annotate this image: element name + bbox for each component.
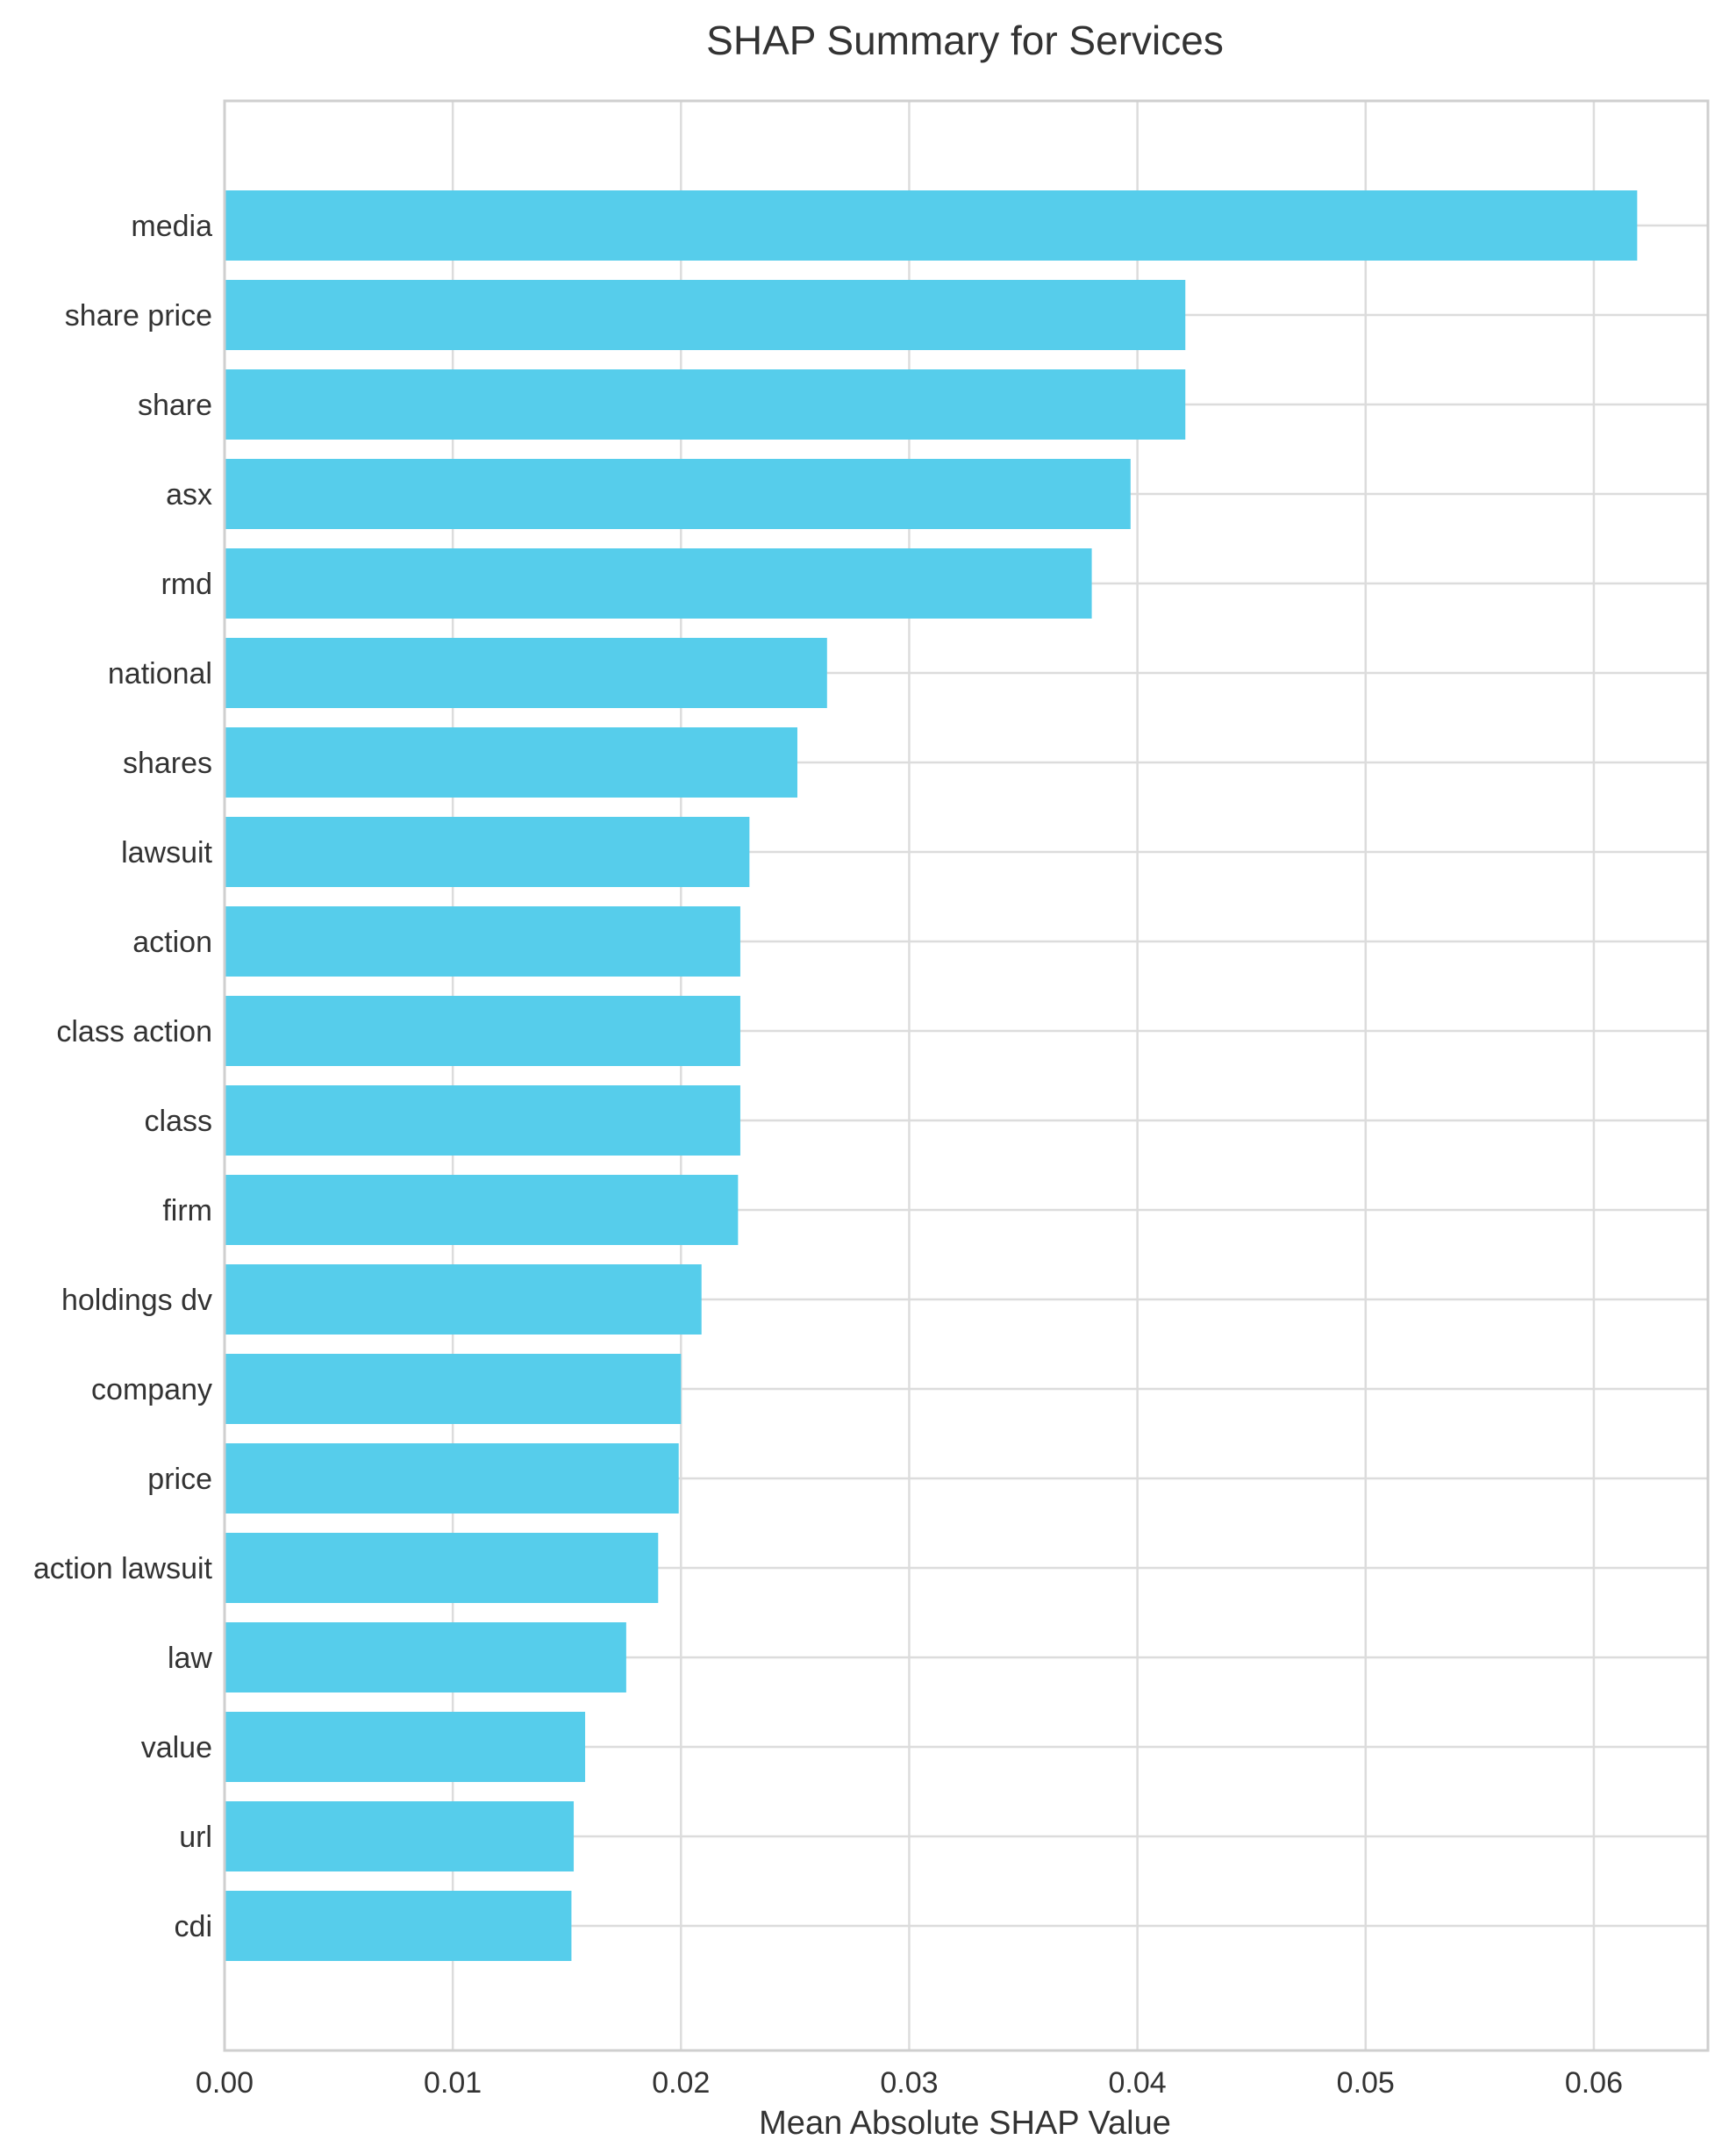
category-label: law [168,1642,212,1675]
x-tick-label: 0.00 [196,2066,254,2100]
x-tick-label: 0.01 [424,2066,482,2100]
bar-law [225,1622,626,1692]
x-tick-label: 0.06 [1565,2066,1623,2100]
category-label: share price [65,299,212,333]
category-label: rmd [161,568,212,601]
category-label: firm [162,1194,212,1227]
x-tick-label: 0.04 [1109,2066,1167,2100]
x-tick-label: 0.02 [652,2066,710,2100]
category-label: national [108,657,212,691]
category-label: media [131,210,212,243]
x-tick-label: 0.03 [880,2066,938,2100]
category-label: action lawsuit [33,1552,213,1585]
bar-rmd [225,548,1092,619]
bar-value [225,1712,586,1782]
bar-lawsuit [225,817,750,887]
bar-action-lawsuit [225,1533,659,1603]
bar-company [225,1354,682,1424]
chart-title: SHAP Summary for Services [706,18,1224,63]
bar-class-action [225,996,740,1066]
bar-cdi [225,1891,572,1961]
category-labels: media share price share asx rmd national share… [33,210,213,1943]
x-tick-labels: 0.00 0.01 0.02 0.03 0.04 0.05 0.06 [196,2066,1623,2100]
category-label: asx [166,478,212,512]
category-label: shares [123,747,212,780]
bars [225,190,1638,1961]
bar-url [225,1801,575,1871]
bar-class [225,1085,740,1156]
bar-price [225,1443,679,1514]
x-tick-label: 0.05 [1337,2066,1395,2100]
category-label: cdi [175,1910,212,1943]
category-label: price [147,1463,212,1496]
bar-media [225,190,1638,261]
category-label: company [91,1373,212,1406]
bar-national [225,638,827,708]
plot-frame [223,99,1710,2052]
bar-share-price [225,280,1186,350]
x-axis-label: Mean Absolute SHAP Value [759,2105,1171,2142]
bar-firm [225,1175,739,1245]
category-label: action [132,926,212,959]
bar-holdings-dv [225,1264,702,1335]
bar-action [225,906,740,977]
category-label: share [138,389,212,422]
category-label: lawsuit [121,836,212,869]
category-label: class action [56,1015,212,1048]
category-label: url [179,1821,212,1854]
category-label: class [145,1105,212,1138]
bar-share [225,369,1186,440]
category-label: holdings dv [61,1284,212,1317]
bar-asx [225,459,1131,529]
bar-shares [225,727,797,798]
category-label: value [141,1731,212,1764]
